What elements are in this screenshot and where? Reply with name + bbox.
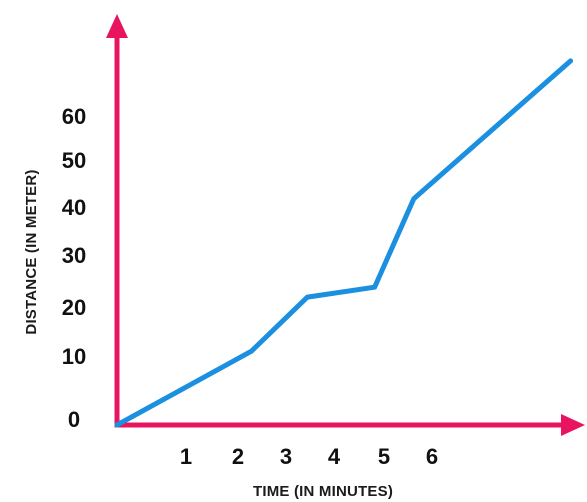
y-tick-label-10: 10	[62, 344, 86, 369]
y-tick-label-20: 20	[62, 295, 86, 320]
y-tick-label-30: 30	[62, 243, 86, 268]
y-tick-label-40: 40	[62, 195, 86, 220]
x-tick-label-3: 3	[280, 444, 292, 469]
y-tick-label-50: 50	[62, 148, 86, 173]
y-axis-title: DISTANCE (IN METER)	[23, 169, 40, 334]
x-tick-label-1: 1	[180, 444, 192, 469]
x-tick-label-4: 4	[328, 444, 341, 469]
y-tick-label-60: 60	[62, 104, 86, 129]
x-axis-arrow	[561, 414, 585, 436]
distance-series-line	[114, 58, 574, 428]
y-axis-arrow	[106, 14, 128, 38]
y-tick-label-0: 0	[68, 407, 80, 432]
x-tick-label-5: 5	[378, 444, 390, 469]
x-tick-label-2: 2	[232, 444, 244, 469]
x-tick-label-6: 6	[426, 444, 438, 469]
x-axis-title: TIME (IN MINUTES)	[253, 483, 393, 500]
